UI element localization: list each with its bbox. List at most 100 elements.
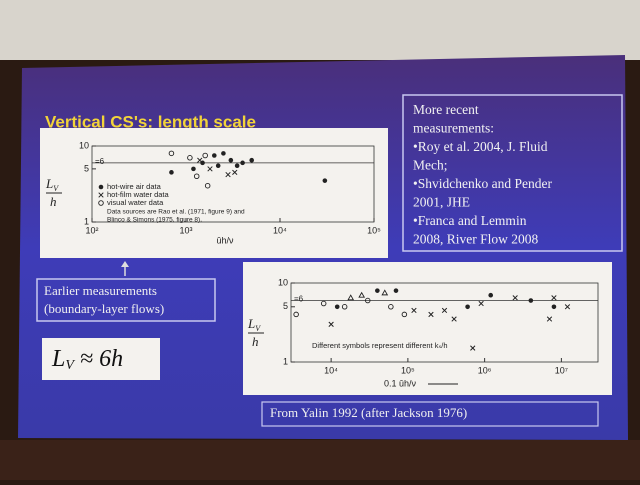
earlier-box xyxy=(36,278,216,322)
formula-box xyxy=(42,338,160,380)
earlier-line: (boundary-layer flows) xyxy=(44,301,164,316)
point xyxy=(451,316,457,322)
point xyxy=(197,157,203,163)
x-label: 0.1 ūh/ν xyxy=(384,378,417,388)
y-tick-label: 1 xyxy=(283,356,288,366)
plot2-panel xyxy=(243,262,612,395)
point xyxy=(204,182,211,189)
x-tick-label: 10⁵ xyxy=(367,225,381,235)
wall xyxy=(0,440,640,480)
point xyxy=(401,311,408,318)
point xyxy=(365,297,371,304)
y-label: LV xyxy=(247,316,261,333)
point xyxy=(211,153,217,158)
point xyxy=(411,307,417,314)
point xyxy=(551,295,557,301)
reference-label: =6 xyxy=(95,157,105,166)
note: Different symbols represent different kₛ… xyxy=(312,341,448,350)
recent-box xyxy=(402,94,623,252)
recent-line: measurements: xyxy=(413,121,494,136)
recent-line: •Franca and Lemmin xyxy=(413,213,527,228)
point xyxy=(393,288,399,293)
y-label-denominator: h xyxy=(252,334,259,349)
point xyxy=(375,288,380,293)
point xyxy=(322,178,328,183)
point xyxy=(320,300,327,307)
recent-line: •Shvidchenko and Pender xyxy=(413,176,552,191)
y-label-subscript: V xyxy=(255,324,261,333)
slide-title: Vertical CS's: length scale xyxy=(45,112,256,131)
point xyxy=(225,171,231,178)
legend-symbol xyxy=(98,200,104,206)
point xyxy=(221,151,226,156)
formula-rest: ≈ 6h xyxy=(74,346,123,372)
point xyxy=(215,163,221,169)
point xyxy=(528,298,534,303)
point xyxy=(465,304,470,310)
point xyxy=(202,152,208,159)
point xyxy=(388,304,394,310)
reference-label: =6 xyxy=(294,295,304,304)
point xyxy=(488,292,494,298)
point xyxy=(168,150,175,157)
plot-frame xyxy=(91,145,375,223)
y-tick-label: 5 xyxy=(283,301,288,311)
recent-text: More recent measurements: •Roy et al. 2004… xyxy=(413,102,552,247)
y-label: LV xyxy=(45,176,59,193)
x-tick-label: 10⁴ xyxy=(324,365,338,375)
point xyxy=(564,304,571,310)
point xyxy=(546,316,553,322)
y-tick-label: 10 xyxy=(79,140,89,150)
y-label-subscript: V xyxy=(53,184,59,193)
x-tick-label: 10⁴ xyxy=(273,225,287,235)
recent-line: Mech; xyxy=(413,158,448,173)
source-box xyxy=(261,401,599,427)
point xyxy=(441,307,448,314)
recent-line: •Roy et al. 2004, J. Fluid xyxy=(413,139,548,154)
y-tick-label: 5 xyxy=(84,163,89,173)
point xyxy=(341,304,348,310)
point xyxy=(328,321,334,327)
formula: LV ≈ 6h xyxy=(51,346,123,374)
legend-symbol xyxy=(98,192,104,198)
point xyxy=(187,155,193,161)
formula-symbol: L xyxy=(51,346,65,372)
legend-label: hot-film water data xyxy=(107,190,170,199)
point xyxy=(193,173,200,179)
point xyxy=(347,294,355,301)
point xyxy=(358,291,366,298)
plot2: 10 5 1 10⁴ 10⁵ 10⁶ 10⁷ =6 LVh 0.1 ūh/ν Different s… xyxy=(247,277,599,388)
point xyxy=(478,300,484,307)
ceiling xyxy=(0,0,640,60)
point xyxy=(381,289,389,296)
recent-line: 2001, JHE xyxy=(413,195,470,210)
y-tick-label: 10 xyxy=(278,277,288,287)
source: From Yalin 1992 (after Jackson 1976) xyxy=(270,405,467,420)
point xyxy=(240,160,245,166)
y-tick-label: 1 xyxy=(84,216,89,226)
point xyxy=(428,311,434,318)
point xyxy=(293,311,299,318)
legend-label: visual water data xyxy=(107,198,164,207)
recent-line: More recent xyxy=(413,102,479,117)
x-tick-label: 10³ xyxy=(179,225,192,235)
earlier-line: Earlier measurements xyxy=(44,283,157,298)
arrow-head xyxy=(121,261,129,267)
plot-frame xyxy=(290,282,599,363)
point xyxy=(470,345,476,351)
legend-symbol xyxy=(98,184,104,190)
point xyxy=(249,157,255,163)
point xyxy=(232,169,238,176)
legend-label: hot-wire air data xyxy=(107,182,162,191)
point xyxy=(512,295,518,301)
x-tick-label: 10² xyxy=(85,225,98,235)
formula-subscript: V xyxy=(65,358,75,373)
note: Data sources are Rao et al. (1971, figur… xyxy=(107,209,245,216)
point xyxy=(228,157,234,163)
x-label: ūh/ν xyxy=(216,235,234,245)
x-tick-label: 10⁵ xyxy=(401,365,415,375)
x-tick-label: 10⁷ xyxy=(555,365,568,375)
point xyxy=(191,166,196,172)
